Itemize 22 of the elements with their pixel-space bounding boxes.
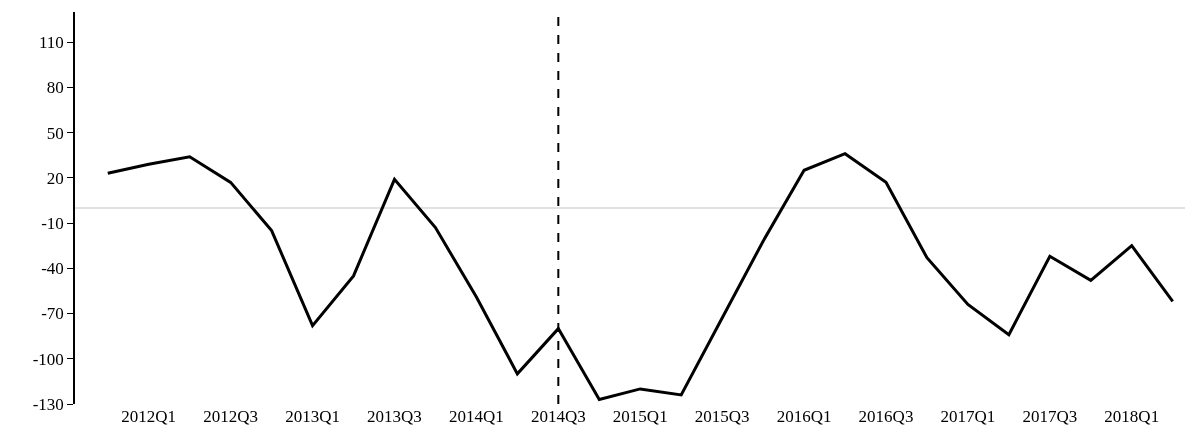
x-tick-label: 2016Q1 bbox=[776, 407, 832, 426]
y-tick-label: 50 bbox=[46, 123, 64, 143]
x-tick-label: 2018Q1 bbox=[1104, 407, 1160, 426]
x-tick-label: 2015Q1 bbox=[612, 407, 668, 426]
y-tick-label: -100 bbox=[32, 349, 64, 369]
y-tick-label: 110 bbox=[38, 33, 64, 53]
x-tick-label: 2012Q1 bbox=[121, 407, 177, 426]
y-tick-label: 20 bbox=[46, 168, 64, 188]
x-tick-label: 2017Q1 bbox=[940, 407, 996, 426]
x-tick-label: 2014Q3 bbox=[530, 407, 586, 426]
y-tick-label: 80 bbox=[46, 78, 64, 98]
x-tick-label: 2012Q3 bbox=[203, 407, 259, 426]
x-tick-label: 2017Q3 bbox=[1022, 407, 1078, 426]
y-tick-label: -70 bbox=[41, 304, 64, 324]
y-tick-label: -10 bbox=[41, 214, 64, 234]
x-tick-label: 2015Q3 bbox=[694, 407, 750, 426]
y-tick-label: -40 bbox=[41, 259, 64, 279]
x-tick-label: 2013Q1 bbox=[285, 407, 340, 426]
x-tick-label: 2016Q3 bbox=[858, 407, 914, 426]
y-tick-label: -130 bbox=[32, 394, 64, 414]
x-tick-label: 2013Q3 bbox=[367, 407, 422, 426]
x-tick-label: 2014Q1 bbox=[449, 407, 504, 426]
